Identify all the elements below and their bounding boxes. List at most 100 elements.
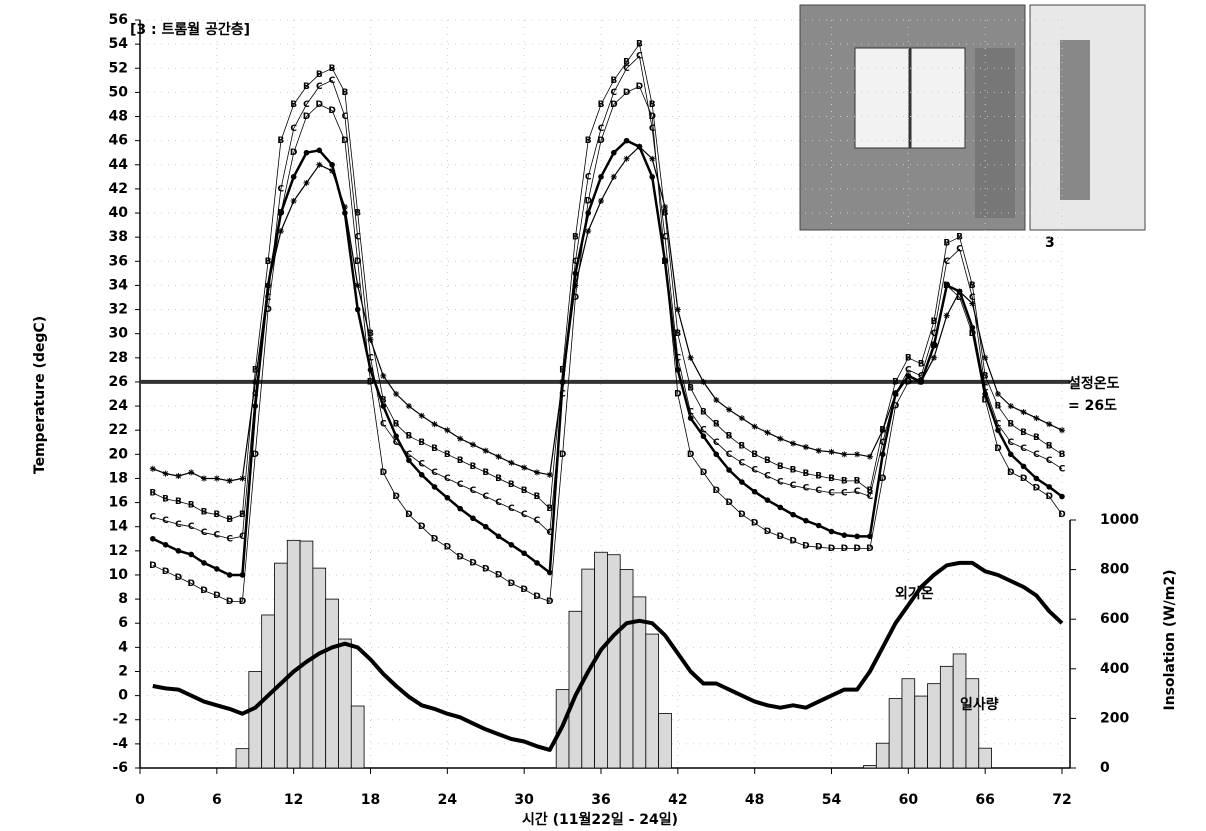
point-marker: C [175, 520, 182, 530]
point-marker [214, 475, 220, 481]
y-tick-label: 38 [109, 229, 128, 245]
y-tick-label: 12 [109, 543, 128, 559]
x-tick-label: 0 [135, 792, 145, 808]
point-marker: D [623, 88, 630, 98]
point-marker [726, 467, 732, 473]
y-tick-label: -2 [112, 712, 128, 728]
point-marker: D [546, 597, 553, 607]
point-marker: D [482, 564, 489, 574]
point-marker: C [943, 257, 950, 267]
point-marker [509, 542, 515, 548]
point-marker [995, 427, 1001, 433]
point-marker: D [495, 570, 502, 580]
point-marker [163, 471, 169, 477]
point-marker [175, 473, 181, 479]
point-marker: D [559, 450, 566, 460]
point-marker: D [431, 534, 438, 544]
point-marker: D [533, 592, 540, 602]
point-marker [688, 355, 694, 361]
point-marker [611, 150, 617, 156]
x-tick-label: 24 [438, 792, 458, 808]
point-marker: C [303, 100, 310, 110]
y-tick-label: 4 [118, 639, 128, 655]
point-marker: B [700, 408, 707, 418]
y2-tick-label: 600 [1100, 611, 1129, 627]
point-marker: C [329, 76, 336, 86]
point-marker [854, 451, 860, 457]
point-marker [252, 403, 258, 409]
point-marker: D [392, 492, 399, 502]
point-marker: C [342, 112, 349, 122]
point-marker [611, 174, 617, 180]
point-marker: D [508, 579, 515, 589]
point-marker [560, 379, 566, 385]
point-marker: B [188, 500, 195, 510]
point-marker: C [956, 245, 963, 255]
point-marker: D [200, 586, 207, 596]
point-marker: C [841, 488, 848, 498]
point-marker [867, 454, 873, 460]
point-marker [649, 174, 655, 180]
insolation-bar [966, 679, 979, 768]
point-marker: D [687, 450, 694, 460]
point-marker: D [828, 544, 835, 554]
point-marker: C [508, 504, 515, 514]
point-marker: D [1007, 468, 1014, 478]
point-marker [239, 475, 245, 481]
point-marker: C [623, 64, 630, 74]
point-marker [432, 421, 438, 427]
point-marker: D [380, 468, 387, 478]
point-marker: C [739, 458, 746, 468]
point-marker [316, 147, 322, 153]
point-marker: C [380, 420, 387, 430]
point-marker: B [495, 474, 502, 484]
point-marker: B [482, 468, 489, 478]
point-marker [265, 283, 271, 289]
point-marker: C [1059, 464, 1066, 474]
x-tick-label: 18 [361, 792, 380, 808]
y2-tick-label: 0 [1100, 760, 1110, 776]
series-annotation: 외기온 [895, 585, 934, 602]
y-tick-label: 22 [109, 422, 128, 438]
point-marker: C [764, 472, 771, 482]
insolation-bar [274, 563, 287, 768]
point-marker: D [1020, 474, 1027, 484]
point-marker: C [854, 487, 861, 497]
point-marker [765, 497, 771, 503]
point-marker: B [713, 420, 720, 430]
point-marker: B [815, 472, 822, 482]
point-marker [688, 415, 694, 421]
y-tick-label: 16 [109, 495, 128, 511]
y-tick-label: 14 [109, 519, 129, 535]
point-marker: B [534, 492, 541, 502]
point-marker: C [482, 492, 489, 502]
point-marker [227, 572, 233, 578]
point-marker [201, 475, 207, 481]
point-marker: D [469, 558, 476, 568]
point-marker [329, 162, 335, 168]
point-marker: C [470, 486, 477, 496]
x-tick-label: 6 [212, 792, 222, 808]
point-marker: D [789, 537, 796, 547]
point-marker [764, 430, 770, 436]
point-marker [150, 536, 156, 542]
y-tick-label: 26 [109, 374, 128, 390]
point-marker [1021, 464, 1027, 470]
insolation-bar [659, 713, 672, 768]
point-marker: B [1007, 420, 1014, 430]
point-marker [201, 560, 207, 566]
point-marker: D [354, 257, 361, 267]
y-tick-label: 18 [109, 470, 128, 486]
y-tick-label: -4 [112, 736, 128, 752]
point-marker [534, 560, 540, 566]
point-marker: D [815, 543, 822, 553]
insolation-bar [338, 639, 351, 768]
point-marker [982, 391, 988, 397]
point-marker: B [943, 239, 950, 249]
x-tick-label: 48 [745, 792, 764, 808]
point-marker: B [649, 100, 656, 110]
point-marker [303, 180, 309, 186]
point-marker: B [1020, 428, 1027, 438]
point-marker: C [316, 82, 323, 92]
x-tick-label: 60 [899, 792, 919, 808]
